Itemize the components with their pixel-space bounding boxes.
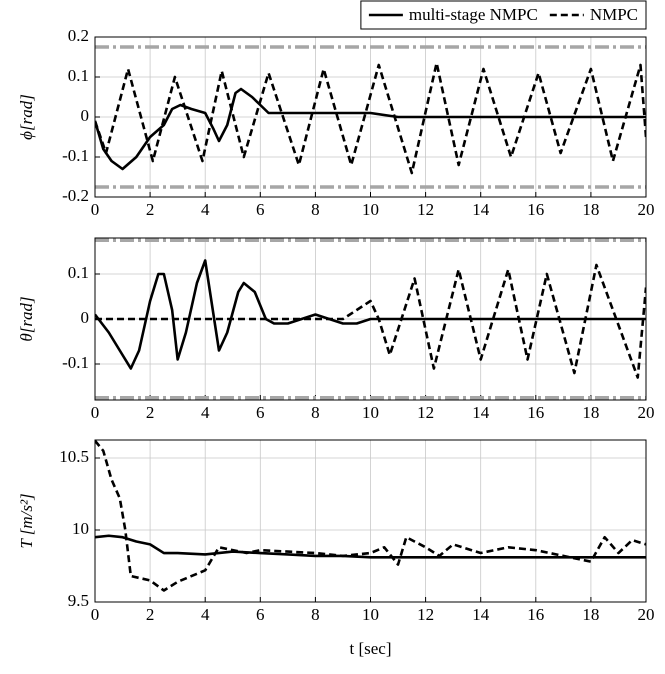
- y-tick-label: -0.1: [62, 353, 89, 372]
- y-axis-label: ϕ[rad]: [17, 94, 36, 140]
- x-tick-label: 8: [311, 200, 320, 219]
- x-tick-label: 4: [201, 403, 210, 422]
- x-axis-label: t [sec]: [349, 639, 391, 658]
- x-tick-label: 18: [582, 403, 599, 422]
- y-tick-label: 0: [81, 106, 90, 125]
- x-tick-label: 14: [472, 200, 490, 219]
- x-tick-label: 20: [638, 403, 655, 422]
- y-tick-label: -0.2: [62, 186, 89, 205]
- series-line: [95, 61, 646, 175]
- axes-frame: [94, 237, 647, 401]
- x-tick-label: 12: [417, 200, 434, 219]
- x-tick-label: 0: [91, 403, 100, 422]
- y-tick-label: 0.1: [68, 263, 89, 282]
- x-tick-label: 10: [362, 200, 379, 219]
- x-tick-label: 14: [472, 605, 490, 624]
- x-tick-label: 18: [582, 605, 599, 624]
- x-tick-label: 2: [146, 200, 155, 219]
- y-tick-label: 0.1: [68, 66, 89, 85]
- x-tick-label: 2: [146, 605, 155, 624]
- x-tick-label: 6: [256, 200, 265, 219]
- x-tick-label: 8: [311, 605, 320, 624]
- series-line: [95, 440, 646, 592]
- series-line: [95, 87, 646, 171]
- axes-frame: [94, 439, 647, 603]
- series-line: [95, 263, 646, 379]
- x-tick-label: 2: [146, 403, 155, 422]
- x-tick-label: 0: [91, 200, 100, 219]
- x-tick-label: 20: [638, 200, 655, 219]
- plot-area: [95, 45, 646, 189]
- x-tick-label: 8: [311, 403, 320, 422]
- x-tick-label: 20: [638, 605, 655, 624]
- series-line: [95, 259, 646, 370]
- x-tick-label: 10: [362, 605, 379, 624]
- plot-area: [95, 440, 646, 592]
- y-tick-label: 9.5: [68, 591, 89, 610]
- y-axis-label: T [m/s²]: [17, 493, 36, 548]
- x-tick-label: 14: [472, 403, 490, 422]
- plot-area: [95, 238, 646, 400]
- x-tick-label: 12: [417, 605, 434, 624]
- x-tick-label: 12: [417, 403, 434, 422]
- y-tick-label: 0: [81, 308, 90, 327]
- legend: multi-stage NMPC NMPC: [360, 0, 647, 30]
- x-tick-label: 16: [527, 403, 544, 422]
- axes-frame: [94, 36, 647, 198]
- y-tick-label: -0.1: [62, 146, 89, 165]
- x-tick-label: 10: [362, 403, 379, 422]
- y-tick-label: 10.5: [59, 447, 89, 466]
- y-tick-label: 10: [72, 519, 89, 538]
- x-tick-label: 18: [582, 200, 599, 219]
- legend-label: multi-stage NMPC: [409, 5, 538, 24]
- x-tick-label: 6: [256, 403, 265, 422]
- y-axis-label: θ[rad]: [17, 296, 36, 341]
- x-tick-label: 16: [527, 200, 544, 219]
- y-tick-label: 0.2: [68, 26, 89, 45]
- x-tick-label: 0: [91, 605, 100, 624]
- x-tick-label: 16: [527, 605, 544, 624]
- x-tick-label: 6: [256, 605, 265, 624]
- legend-frame: [360, 0, 647, 30]
- x-tick-label: 4: [201, 200, 210, 219]
- legend-label: NMPC: [590, 5, 638, 24]
- x-tick-label: 4: [201, 605, 210, 624]
